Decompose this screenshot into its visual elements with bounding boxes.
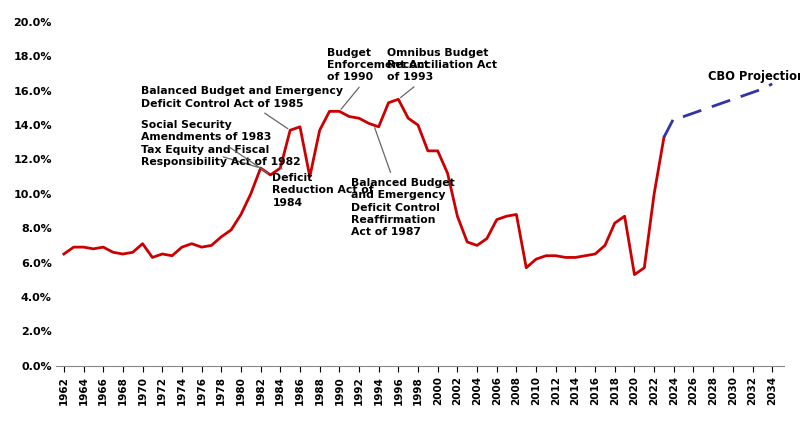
Text: Balanced Budget and Emergency
Deficit Control Act of 1985: Balanced Budget and Emergency Deficit Co… xyxy=(141,87,342,129)
Text: Tax Equity and Fiscal
Responsibility Act of 1982: Tax Equity and Fiscal Responsibility Act… xyxy=(141,145,300,167)
Text: Social Security
Amendments of 1983: Social Security Amendments of 1983 xyxy=(141,120,271,173)
Text: Budget
Enforcement Act
of 1990: Budget Enforcement Act of 1990 xyxy=(326,48,429,109)
Text: CBO Projection: CBO Projection xyxy=(708,70,800,83)
Text: Omnibus Budget
Reconciliation Act
of 1993: Omnibus Budget Reconciliation Act of 199… xyxy=(386,48,497,98)
Text: Balanced Budget
and Emergency
Deficit Control
Reaffirmation
Act of 1987: Balanced Budget and Emergency Deficit Co… xyxy=(351,128,455,237)
Text: Deficit
Reduction Act of
1984: Deficit Reduction Act of 1984 xyxy=(273,168,374,208)
